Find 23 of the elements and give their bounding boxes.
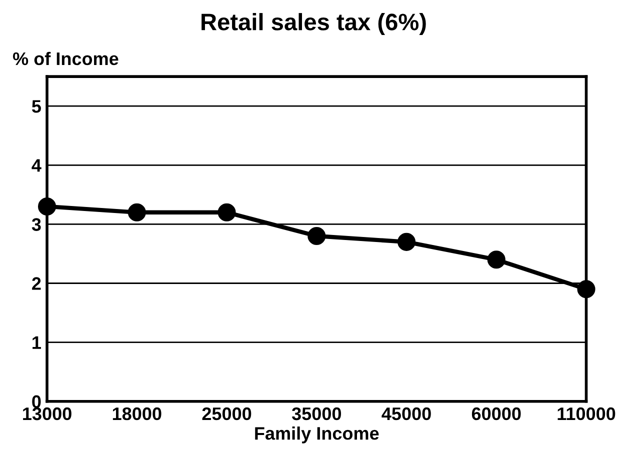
x-tick-label: 45000	[382, 407, 431, 420]
x-tick-label: 35000	[292, 407, 341, 420]
chart-title: Retail sales tax (6%)	[202, 13, 426, 36]
point	[487, 250, 506, 269]
point	[577, 280, 596, 298]
point	[38, 197, 56, 216]
y-tick-label: 1	[32, 336, 41, 349]
x-tick-label: 25000	[202, 407, 252, 420]
x-tick-label: 13000	[23, 407, 72, 420]
point	[308, 226, 326, 246]
y-tick-label: 4	[32, 159, 42, 172]
y-tick-label: 2	[32, 277, 41, 290]
x-axis-title: Family Income	[255, 426, 379, 444]
y-tick-label: 5	[32, 100, 41, 113]
x-tick-label: 60000	[472, 407, 521, 420]
x-tick-label: 110000	[558, 407, 616, 420]
y-axis-title: % of Income	[12, 52, 118, 66]
y-tick-label: 0	[32, 395, 41, 408]
point	[128, 203, 146, 222]
x-tick-label: 18000	[112, 407, 162, 420]
point	[218, 203, 236, 222]
point	[397, 232, 416, 251]
y-tick-label: 3	[32, 218, 41, 231]
